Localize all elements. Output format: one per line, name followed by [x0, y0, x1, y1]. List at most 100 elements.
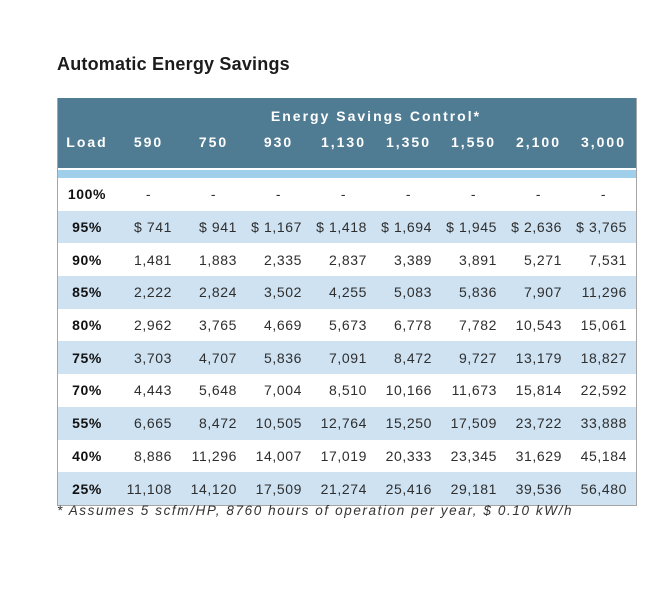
value-cell: 17,509	[255, 480, 302, 497]
column-header-590: 590	[116, 134, 181, 170]
value-cell: 10,505	[255, 415, 302, 432]
value-cell: 29,181	[450, 480, 497, 497]
value-cell: 6,665	[133, 415, 172, 432]
value-cell: 2,824	[198, 284, 237, 301]
column-header-2100: 2,100	[506, 134, 571, 170]
value-cell: $ 1,167	[251, 219, 302, 236]
value-cell: 22,592	[580, 382, 627, 399]
page-title: Automatic Energy Savings	[57, 54, 290, 74]
table-row-80pct: 80% 2,962 3,765 4,669 5,673 6,778 7,782 10,543 1…	[58, 308, 636, 342]
value-cell: 7,531	[588, 251, 627, 268]
table-row-70pct: 70% 4,443 5,648 7,004 8,510 10,166 11,673 15,81…	[58, 374, 636, 407]
table-row-100pct: 100% - - - - - - - -	[58, 178, 636, 211]
value-cell: $ 941	[198, 219, 237, 236]
load-cell: 75%	[72, 349, 102, 366]
value-cell: 2,837	[328, 251, 367, 268]
value-cell: 10,166	[385, 382, 432, 399]
value-cell: 4,669	[263, 317, 302, 334]
divider-band	[58, 169, 636, 178]
value-cell: 3,765	[198, 317, 237, 334]
load-cell: 85%	[72, 284, 102, 301]
value-cell: 8,472	[393, 349, 432, 366]
group-header-label: Energy Savings Control*	[116, 98, 636, 134]
group-header-row: Energy Savings Control*	[58, 98, 636, 134]
value-cell: 2,335	[263, 251, 302, 268]
value-cell: 8,886	[133, 447, 172, 464]
value-cell: 15,250	[385, 415, 432, 432]
value-cell: $ 1,694	[381, 219, 432, 236]
value-cell: 4,443	[133, 382, 172, 399]
value-cell: 15,814	[515, 382, 562, 399]
column-header-930: 930	[246, 134, 311, 170]
table-row-75pct: 75% 3,703 4,707 5,836 7,091 8,472 9,727 13,179 1…	[58, 341, 636, 375]
value-cell: -	[405, 186, 412, 203]
value-cell: 8,510	[328, 382, 367, 399]
table-row-40pct: 40% 8,886 11,296 14,007 17,019 20,333 23,345 31…	[58, 439, 636, 473]
value-cell: 5,836	[263, 349, 302, 366]
load-cell: 40%	[72, 447, 102, 464]
value-cell: 15,061	[580, 317, 627, 334]
value-cell: 20,333	[385, 447, 432, 464]
value-cell: 23,722	[515, 415, 562, 432]
value-cell: -	[145, 186, 152, 203]
value-cell: 11,296	[581, 284, 627, 301]
value-cell: 9,727	[458, 349, 497, 366]
value-cell: 11,673	[451, 382, 497, 399]
value-cell: $ 2,636	[511, 219, 562, 236]
value-cell: 21,274	[320, 480, 367, 497]
value-cell: 14,120	[190, 480, 237, 497]
value-cell: 1,883	[198, 251, 237, 268]
value-cell: 33,888	[580, 415, 627, 432]
table-row-55pct: 55% 6,665 8,472 10,505 12,764 15,250 17,509 23,…	[58, 406, 636, 440]
divider-band-row	[58, 169, 636, 178]
value-cell: 4,255	[328, 284, 367, 301]
value-cell: 3,703	[133, 349, 172, 366]
value-cell: 6,778	[393, 317, 432, 334]
value-cell: -	[340, 186, 347, 203]
table-header: Energy Savings Control* Load 590 750 930 1,1…	[58, 98, 636, 170]
footnote: * Assumes 5 scfm/HP, 8760 hours of opera…	[57, 503, 574, 518]
value-cell: 25,416	[385, 480, 432, 497]
value-cell: -	[275, 186, 282, 203]
value-cell: -	[210, 186, 217, 203]
value-cell: 7,782	[458, 317, 497, 334]
value-cell: 39,536	[515, 480, 562, 497]
value-cell: 5,836	[458, 284, 497, 301]
column-header-1550: 1,550	[441, 134, 506, 170]
value-cell: 31,629	[515, 447, 562, 464]
column-header-1130: 1,130	[311, 134, 376, 170]
load-cell: 55%	[72, 415, 102, 432]
table-row-90pct: 90% 1,481 1,883 2,335 2,837 3,389 3,891 5,271 7,…	[58, 243, 636, 277]
value-cell: -	[600, 186, 607, 203]
savings-table: Energy Savings Control* Load 590 750 930 1,1…	[58, 98, 636, 505]
value-cell: -	[470, 186, 477, 203]
column-header-750: 750	[181, 134, 246, 170]
value-cell: 2,222	[133, 284, 172, 301]
load-cell: 100%	[67, 186, 107, 203]
value-cell: $ 1,945	[446, 219, 497, 236]
load-cell: 90%	[72, 251, 102, 268]
value-cell: 7,907	[523, 284, 562, 301]
value-cell: 17,019	[320, 447, 367, 464]
value-cell: 7,004	[263, 382, 302, 399]
group-header-spacer	[58, 98, 116, 134]
load-cell: 95%	[72, 219, 102, 236]
value-cell: 4,707	[198, 349, 237, 366]
column-header-load: Load	[58, 134, 116, 170]
value-cell: 13,179	[515, 349, 562, 366]
value-cell: 7,091	[328, 349, 367, 366]
value-cell: 17,509	[450, 415, 497, 432]
value-cell: 11,296	[191, 447, 237, 464]
value-cell: 23,345	[450, 447, 497, 464]
table-row-95pct: 95% $ 741 $ 941 $ 1,167 $ 1,418 $ 1,694 $ 1,94…	[58, 210, 636, 244]
load-cell: 80%	[72, 317, 102, 334]
value-cell: $ 3,765	[576, 219, 627, 236]
column-header-row: Load 590 750 930 1,130 1,350 1,550 2,100 3,000	[58, 134, 636, 170]
column-header-3000: 3,000	[571, 134, 636, 170]
value-cell: 18,827	[580, 349, 627, 366]
value-cell: 8,472	[198, 415, 237, 432]
value-cell: 1,481	[133, 251, 172, 268]
table-row-25pct: 25% 11,108 14,120 17,509 21,274 25,416 29,181 3…	[58, 472, 636, 505]
value-cell: 5,083	[393, 284, 432, 301]
